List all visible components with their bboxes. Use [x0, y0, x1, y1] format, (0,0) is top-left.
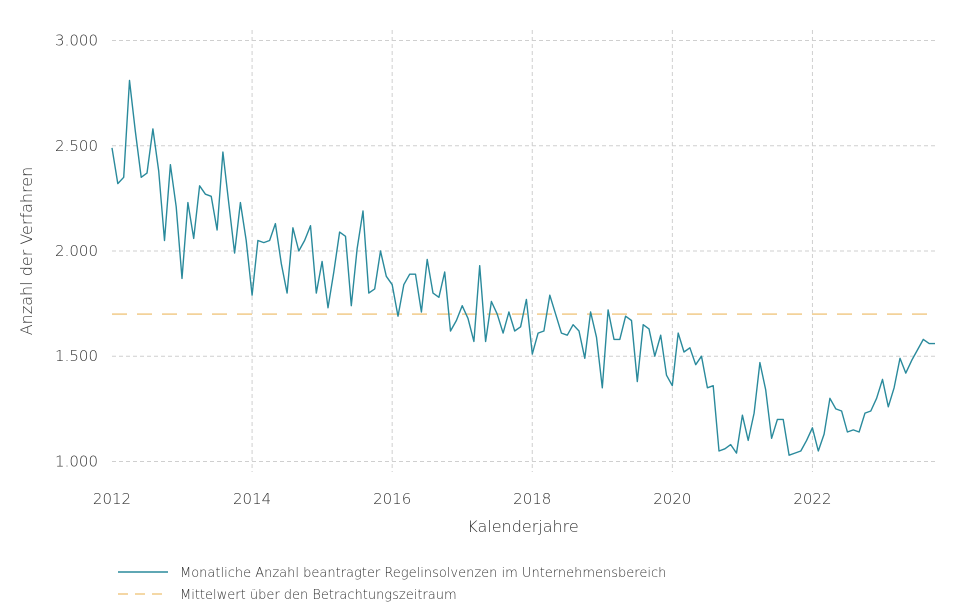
series-line-insolvencies — [111, 79, 935, 456]
x-tick-label: 2018 — [513, 490, 551, 508]
grid-lines — [112, 30, 935, 472]
legend: Monatliche Anzahl beantragter Regelinsol… — [118, 566, 666, 603]
x-axis-label: Kalenderjahre — [467, 517, 578, 536]
y-tick-label: 1.500 — [55, 347, 98, 365]
y-tick-labels: 1.000 1.500 2.000 2.500 3.000 — [55, 32, 98, 471]
y-tick-label: 2.500 — [55, 137, 98, 155]
x-tick-label: 2020 — [653, 490, 691, 508]
series-line-layer — [111, 79, 935, 456]
x-tick-label: 2012 — [93, 490, 131, 508]
x-tick-label: 2022 — [793, 490, 831, 508]
legend-label-series: Monatliche Anzahl beantragter Regelinsol… — [180, 566, 666, 581]
x-tick-label: 2016 — [373, 490, 411, 508]
y-axis-label: Anzahl der Verfahren — [17, 167, 36, 336]
legend-label-mean: Mittelwert über den Betrachtungszeitraum — [180, 588, 457, 603]
y-tick-label: 2.000 — [55, 242, 98, 260]
x-tick-labels: 2012 2014 2016 2018 2020 2022 — [93, 490, 832, 508]
x-tick-label: 2014 — [233, 490, 271, 508]
y-tick-label: 1.000 — [55, 452, 98, 470]
y-tick-label: 3.000 — [55, 32, 98, 50]
